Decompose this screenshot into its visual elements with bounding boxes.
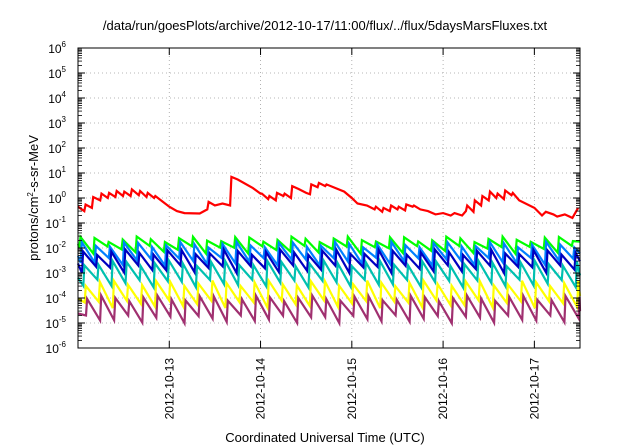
x-tick-label: 2012-10-15 <box>345 358 359 420</box>
axis-ticks <box>78 47 580 349</box>
x-tick-labels: 2012-10-13 2012-10-14 2012-10-15 2012-10-16… <box>162 358 541 420</box>
chart-title: /data/run/goesPlots/archive/2012-10-17/1… <box>103 18 548 33</box>
x-tick-label: 2012-10-13 <box>162 358 176 420</box>
series-line-1 <box>76 233 581 257</box>
y-tick-label: 10-4 <box>46 290 67 306</box>
y-tick-label: 10-1 <box>46 215 67 231</box>
y-tick-label: 100 <box>48 190 66 206</box>
series-line-0 <box>77 175 580 220</box>
x-tick-label: 2012-10-14 <box>254 358 268 420</box>
y-tick-label: 104 <box>48 90 66 106</box>
y-tick-label: 10-5 <box>46 315 67 331</box>
y-tick-labels: 10-6 10-5 10-4 10-3 10-2 10-1 100 101 102 103 104 1… <box>46 40 67 356</box>
y-tick-label: 10-2 <box>46 240 67 256</box>
y-tick-label: 103 <box>48 115 66 131</box>
y-tick-label: 102 <box>48 140 66 156</box>
series-line-4 <box>77 256 582 292</box>
y-tick-label: 106 <box>48 40 66 56</box>
series-layer <box>76 175 582 328</box>
y-tick-label: 101 <box>48 165 66 181</box>
x-tick-label: 2012-10-17 <box>527 358 541 420</box>
series-line-3 <box>76 245 581 278</box>
x-tick-label: 2012-10-16 <box>436 358 450 420</box>
series-line-2 <box>76 238 581 269</box>
y-axis-label: protons/cm2-s-sr-MeV <box>26 135 41 261</box>
series-line-5 <box>77 276 582 313</box>
series-line-6 <box>77 291 582 328</box>
y-tick-label: 105 <box>48 65 66 81</box>
x-axis-label: Coordinated Universal Time (UTC) <box>225 430 424 445</box>
y-tick-label: 10-3 <box>46 265 67 281</box>
y-tick-label: 10-6 <box>46 340 67 356</box>
